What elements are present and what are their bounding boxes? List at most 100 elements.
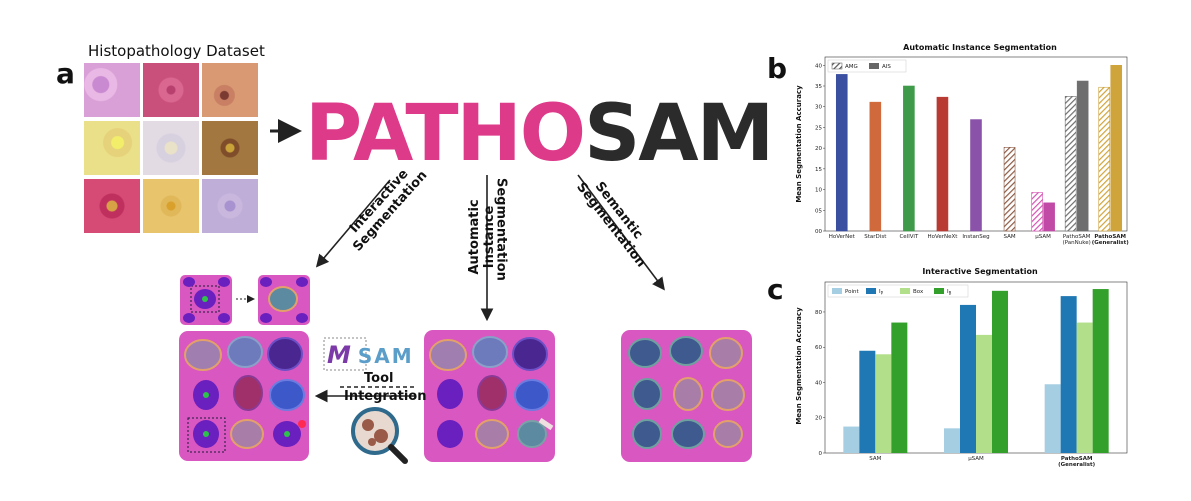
panel-b-letter: b bbox=[767, 52, 788, 85]
chart-b-xtick-label: HoVerNeXt bbox=[927, 234, 958, 240]
chart-c-bar bbox=[891, 322, 908, 453]
dataset-mosaic bbox=[83, 62, 260, 237]
automatic-arrow-label-line2: Segmentation bbox=[493, 177, 509, 281]
chart-b-ytick-label: 0.05 bbox=[815, 208, 822, 214]
chart-c-xtick-label: SAM bbox=[869, 456, 881, 462]
musam-logo: M SAM bbox=[327, 341, 414, 369]
chart-c-xtick-sublabel: (Generalist) bbox=[1058, 462, 1096, 468]
chart-c-bar bbox=[992, 290, 1008, 453]
automatic-instance-tile bbox=[424, 330, 555, 462]
interactive-input-tile bbox=[180, 275, 232, 325]
chart-b-ytick-label: 0.00 bbox=[815, 229, 822, 235]
chart-c-legend-label: Point bbox=[845, 289, 859, 295]
chart-b-legend-label: AMG bbox=[845, 64, 858, 70]
chart-b-ylabel: Mean Segmentation Accuracy bbox=[795, 85, 803, 203]
chart-b-xtick-sublabel: (Generalist) bbox=[1092, 240, 1130, 246]
chart-b-xtick-label: SAM bbox=[1004, 234, 1016, 240]
chart-b-bar bbox=[936, 96, 949, 232]
chart-b-legend-swatch bbox=[869, 63, 879, 69]
chart-b-legend-box bbox=[827, 59, 907, 73]
logo-patho-text: PATHO bbox=[305, 89, 586, 179]
histology-tile bbox=[142, 178, 200, 234]
chart-c-legend-label: IP bbox=[879, 289, 884, 296]
histology-tile bbox=[201, 178, 259, 234]
chart-b-bar bbox=[1076, 80, 1089, 232]
chart-b-ytick-label: 0.20 bbox=[815, 146, 822, 152]
interactive-arrow bbox=[315, 179, 391, 268]
chart-b-xtick-label: InstanSeg bbox=[962, 234, 989, 240]
chart-c-legend-subscript: P bbox=[881, 291, 884, 296]
chart-b-bar bbox=[1098, 86, 1111, 232]
chart-b-ytick-label: 0.10 bbox=[815, 188, 822, 194]
chart-b-ytick-label: 0.25 bbox=[815, 125, 822, 131]
workflow-diagram bbox=[179, 119, 752, 464]
chart-b-title: Automatic Instance Segmentation bbox=[903, 43, 1057, 52]
tool-label: Tool bbox=[364, 371, 394, 386]
chart-c-ytick-label: 0.20 bbox=[815, 416, 822, 422]
chart-c-legend-subscript: B bbox=[949, 291, 952, 296]
histology-tile bbox=[83, 178, 141, 234]
chart-c-ytick-label: 0.80 bbox=[815, 310, 822, 316]
chart-c-legend-swatch bbox=[934, 288, 944, 294]
chart-c-xtick-label: PathoSAM bbox=[1061, 456, 1093, 462]
musam-logo-box bbox=[323, 337, 367, 371]
histology-tile bbox=[83, 120, 141, 176]
chart-b-xtick-label: StarDist bbox=[864, 234, 887, 240]
logo-sam-text: SAM bbox=[584, 89, 774, 179]
histology-tile bbox=[201, 62, 259, 118]
chart-c-bar bbox=[944, 428, 960, 453]
semantic-tile bbox=[621, 330, 752, 462]
semantic-arrow bbox=[577, 174, 665, 291]
chart-c-bar bbox=[1076, 322, 1093, 453]
chart-c-bar bbox=[976, 334, 992, 453]
chart-b-bar bbox=[1064, 96, 1077, 232]
chart-b-xtick-label: PathoSAM bbox=[1094, 234, 1126, 240]
chart-b-ytick-label: 0.40 bbox=[815, 63, 822, 69]
chart-b-ytick-label: 0.35 bbox=[815, 84, 822, 90]
chart-c-bar bbox=[960, 304, 976, 453]
chart-c-bar bbox=[859, 350, 876, 453]
chart-b-bar bbox=[835, 74, 848, 232]
chart-b-xtick-label: HoVerNet bbox=[829, 234, 856, 240]
dataset-title: Histopathology Dataset bbox=[88, 42, 265, 60]
chart-c-legend-swatch bbox=[832, 288, 842, 294]
chart-c-bar bbox=[1044, 384, 1061, 453]
chart-c-bar bbox=[1060, 296, 1077, 453]
chart-b-ytick-label: 0.15 bbox=[815, 167, 822, 173]
chart-c-bar bbox=[875, 354, 892, 453]
panel-c-letter: c bbox=[767, 273, 784, 306]
chart-b-bar bbox=[1043, 202, 1055, 232]
integration-label: Integration bbox=[344, 389, 427, 404]
chart-b-xtick-label: CellViT bbox=[899, 234, 918, 240]
histology-tile bbox=[142, 120, 200, 176]
chart-c-ytick-label: 0.60 bbox=[815, 345, 822, 351]
interactive-large-tile bbox=[179, 331, 309, 461]
chart-c-legend-box bbox=[827, 284, 969, 298]
chart-c-legend-label: IB bbox=[947, 289, 952, 296]
chart-c-legend-swatch bbox=[866, 288, 876, 294]
chart-b-bar bbox=[869, 101, 882, 232]
chart-b-xtick-sublabel: (PanNuke) bbox=[1063, 240, 1091, 246]
musam-logo-prefix: M bbox=[327, 341, 351, 369]
histology-tile bbox=[142, 62, 200, 118]
chart-b-bar bbox=[1003, 147, 1016, 232]
chart-b-svg: 0.00 0.05 0.10 0.15 0.20 0.25 0.30 0.35 0.40 HoVe… bbox=[815, 56, 1130, 246]
chart-b-xtick-label: PathoSAM bbox=[1063, 234, 1091, 240]
histology-tile bbox=[201, 120, 259, 176]
pathosam-logo: PATHOSAM bbox=[305, 95, 774, 173]
chart-b-xtick-label: µSAM bbox=[1035, 234, 1051, 240]
chart-c-ytick-label: 0.40 bbox=[815, 380, 822, 386]
panel-a-letter: a bbox=[56, 57, 75, 90]
musam-logo-suffix: SAM bbox=[357, 344, 414, 368]
chart-b-bar bbox=[903, 85, 915, 232]
chart-b-legend-swatch bbox=[831, 62, 843, 70]
chart-b-bar bbox=[1031, 192, 1043, 232]
histology-tile bbox=[83, 62, 141, 118]
chart-b-bar bbox=[970, 119, 982, 232]
chart-b-ytick-label: 0.30 bbox=[815, 105, 822, 111]
chart-c-xtick-label: µSAM bbox=[968, 456, 984, 462]
chart-c-ylabel: Mean Segmentation Accuracy bbox=[795, 307, 803, 425]
chart-c-legend-label: Box bbox=[913, 289, 924, 295]
magnifier-icon bbox=[351, 407, 408, 464]
chart-b-legend-label: AIS bbox=[882, 64, 891, 70]
